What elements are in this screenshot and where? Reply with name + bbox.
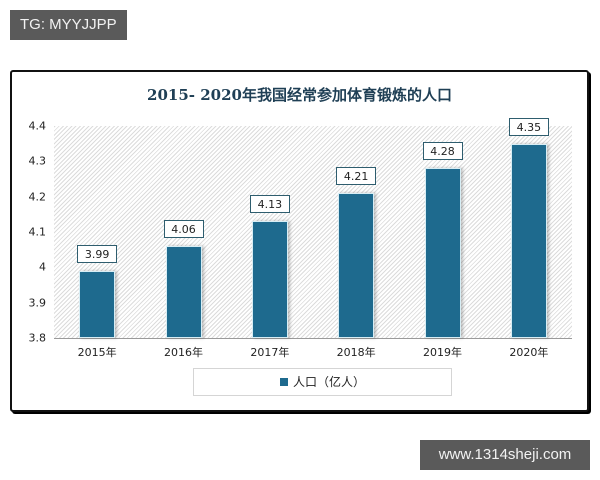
x-tick: 2017年: [250, 346, 290, 359]
bar: [165, 246, 202, 338]
y-tick: 4.2: [28, 190, 47, 204]
watermark-top-left: TG: MYYJJPP: [10, 10, 127, 40]
data-label: 4.21: [336, 167, 377, 186]
data-label: 3.99: [77, 244, 118, 263]
bar: [424, 168, 461, 338]
watermark-bottom-right: www.1314sheji.com: [420, 440, 590, 470]
y-tick: 4.3: [28, 154, 47, 168]
bar: [251, 221, 288, 338]
legend-label: 人口（亿人）: [292, 375, 365, 389]
legend: 人口（亿人）: [193, 368, 452, 396]
chart-frame: 2015- 2020年我国经常参加体育锻炼的人口 4.4 4.3 4.2 4.1…: [10, 70, 589, 412]
legend-swatch: [279, 378, 288, 386]
plot-area: 3.99 4.06 4.13 4.21 4.28 4.35: [54, 117, 572, 339]
data-label: 4.13: [249, 195, 290, 214]
x-tick: 2015年: [77, 346, 117, 359]
x-tick: 2018年: [336, 346, 376, 359]
x-tick: 2016年: [164, 346, 203, 359]
bar: [510, 143, 547, 338]
chart-title: 2015- 2020年我国经常参加体育锻炼的人口: [147, 86, 452, 104]
data-label: 4.35: [508, 117, 549, 136]
y-tick: 3.8: [28, 331, 47, 345]
y-tick: 3.9: [28, 296, 47, 310]
x-tick: 2020年: [509, 346, 549, 359]
bar: [79, 270, 116, 338]
y-tick: 4.4: [28, 119, 47, 133]
y-tick: 4.1: [28, 225, 47, 239]
y-tick: 4: [39, 260, 46, 274]
data-label: 4.06: [163, 220, 204, 239]
x-tick: 2019年: [423, 346, 462, 359]
data-label: 4.28: [422, 142, 463, 161]
bar: [338, 193, 375, 338]
